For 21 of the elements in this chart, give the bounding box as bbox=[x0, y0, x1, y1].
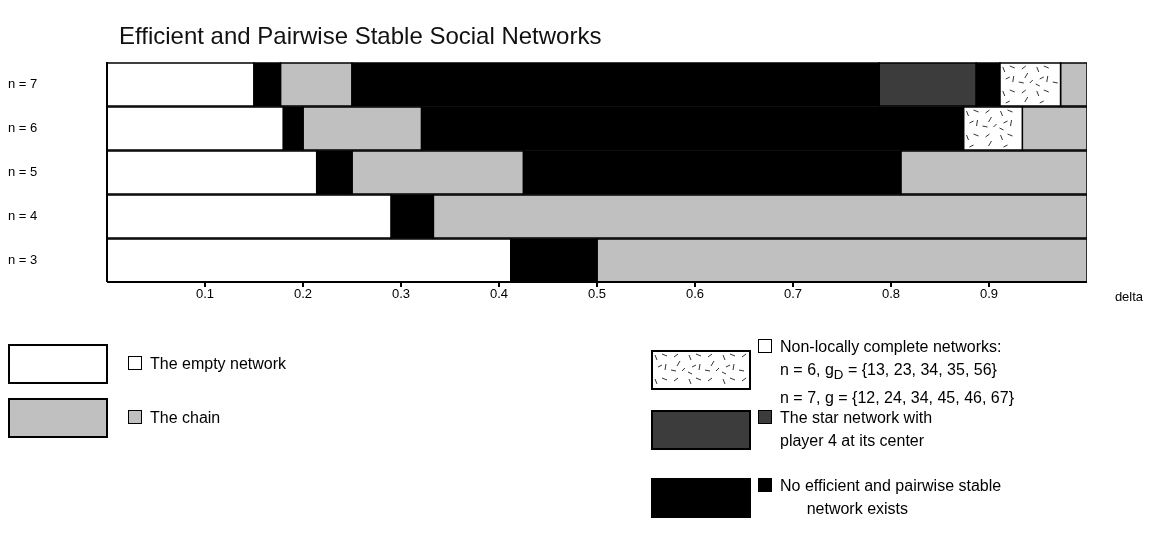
x-tick-label: 0.4 bbox=[489, 286, 509, 302]
legend-label: The star network with player 4 at its center bbox=[780, 409, 933, 449]
chart-title: Efficient and Pairwise Stable Social Networks bbox=[119, 22, 602, 50]
x-tick-label: 0.2 bbox=[293, 286, 313, 302]
x-tick-label: 0.6 bbox=[685, 286, 705, 302]
y-tick-label: n = 4 bbox=[8, 208, 38, 223]
y-tick-label: n = 7 bbox=[8, 76, 38, 91]
x-tick-label: 0.7 bbox=[783, 286, 803, 302]
legend-label: The chain bbox=[150, 408, 221, 426]
x-axis-title: delta bbox=[1114, 289, 1144, 304]
y-tick-label: n = 5 bbox=[8, 164, 38, 179]
y-tick-label: n = 6 bbox=[8, 120, 38, 135]
legend-label: Non-locally complete networks: n = 6, g$_{D}$ = {13, 23, 34, 35, 56} n = 7, g = {12, 24, 34, 45, 46, 67} bbox=[780, 337, 1014, 406]
y-tick-label: n = 3 bbox=[8, 252, 38, 267]
x-tick-label: 0.3 bbox=[391, 286, 411, 302]
legend-label: The empty network bbox=[150, 354, 287, 372]
x-tick-label: 0.8 bbox=[881, 286, 901, 302]
x-tick-label: 0.5 bbox=[587, 286, 607, 302]
x-tick-label: 0.9 bbox=[979, 286, 999, 302]
x-tick-label: 0.1 bbox=[195, 286, 215, 302]
legend-label: No efficient and pairwise stable network exists bbox=[780, 477, 1002, 517]
